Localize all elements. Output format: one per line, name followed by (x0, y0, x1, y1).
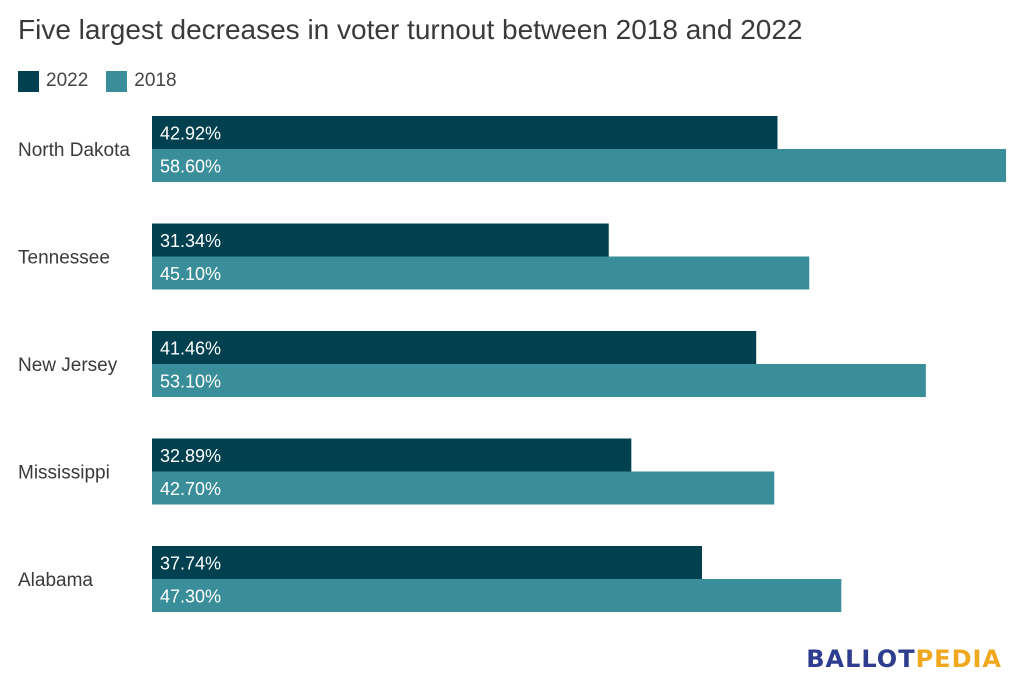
category-label-alabama: Alabama (18, 570, 93, 591)
legend: 2022 2018 (18, 68, 195, 94)
bar-mississippi-2018 (152, 471, 775, 505)
logo-pedia: PEDIA (915, 645, 1002, 673)
legend-item-2018: 2018 (106, 70, 177, 92)
bar-new-jersey-2022 (152, 331, 757, 364)
data-label-new-jersey-2018: 53.10% (160, 372, 221, 392)
bar-alabama-2022 (152, 546, 702, 579)
bar-tennessee-2018 (152, 256, 810, 290)
bar-new-jersey-2018 (152, 364, 926, 397)
category-label-new-jersey: New Jersey (18, 355, 118, 376)
bar-mississippi-2022 (152, 438, 632, 472)
chart-title: Five largest decreases in voter turnout … (18, 14, 803, 45)
data-label-tennessee-2022: 31.34% (160, 231, 221, 251)
category-label-tennessee: Tennessee (18, 248, 110, 269)
data-label-tennessee-2018: 45.10% (160, 264, 221, 284)
bar-north-dakota-2018 (152, 149, 1006, 182)
bar-alabama-2018 (152, 579, 842, 612)
data-label-north-dakota-2018: 58.60% (160, 157, 221, 177)
logo-ballot: BALLOT (806, 645, 916, 673)
legend-swatch-2018 (106, 70, 128, 92)
data-label-alabama-2018: 47.30% (160, 587, 221, 607)
data-label-mississippi-2022: 32.89% (160, 446, 221, 466)
data-label-alabama-2022: 37.74% (160, 554, 221, 574)
legend-item-2022: 2022 (18, 70, 88, 92)
bar-north-dakota-2022 (152, 116, 778, 149)
category-label-mississippi: Mississippi (18, 463, 110, 484)
data-label-mississippi-2018: 42.70% (160, 479, 221, 499)
data-label-north-dakota-2022: 42.92% (160, 124, 221, 144)
bar-tennessee-2022 (152, 223, 609, 257)
legend-label-2018: 2018 (134, 70, 177, 91)
ballotpedia-logo: BALLOTPEDIA (806, 645, 1002, 673)
legend-swatch-2022 (18, 70, 39, 92)
data-label-new-jersey-2022: 41.46% (160, 339, 221, 359)
category-label-north-dakota: North Dakota (18, 140, 130, 161)
legend-label-2022: 2022 (46, 70, 89, 91)
